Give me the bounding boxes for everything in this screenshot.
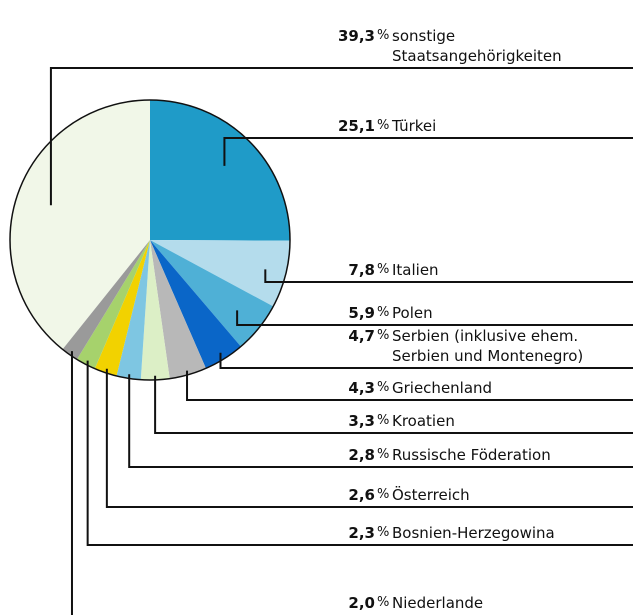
value-label: 4,3: [348, 379, 375, 397]
slice-label: 2,3% Bosnien-Herzegowina: [0, 523, 633, 543]
slice-label: 4,3% Griechenland: [0, 378, 633, 398]
unit-label: %: [377, 447, 390, 462]
category-label: Türkei: [392, 117, 437, 135]
category-label: Griechenland: [392, 379, 493, 397]
leader-line: [49, 67, 633, 206]
leader-line: [219, 352, 633, 369]
unit-label: %: [377, 262, 390, 277]
value-label: 4,7: [348, 327, 375, 345]
category-label: sonstige Staatsangehörigkeiten: [392, 27, 562, 65]
value-label: 25,1: [337, 117, 375, 135]
leader-line: [70, 351, 73, 615]
category-label: Niederlande: [392, 594, 484, 612]
value-label: 2,0: [348, 594, 375, 612]
pie-slice: [150, 240, 241, 369]
value-label: 7,8: [348, 261, 375, 279]
unit-label: %: [377, 118, 390, 133]
leader-line: [264, 269, 633, 283]
leader-line: [86, 360, 633, 546]
unit-label: %: [377, 525, 390, 540]
slice-label: 3,3% Kroatien: [0, 411, 633, 431]
pie-slice: [62, 240, 150, 360]
unit-label: %: [377, 28, 390, 43]
pie-slice: [140, 240, 170, 380]
leader-line: [128, 374, 633, 468]
pie-slice: [150, 240, 206, 379]
unit-label: %: [377, 380, 390, 395]
slice-label: 7,8% Italien: [0, 260, 633, 280]
category-label: Serbien (inklusive ehem. Serbien und Mon…: [392, 327, 584, 365]
value-label: 5,9: [348, 304, 375, 322]
pie-slice: [150, 240, 274, 347]
pie-slice: [76, 240, 150, 369]
pie-outline: [9, 99, 291, 381]
slice-label: 2,0% Niederlande: [0, 593, 633, 613]
value-label: 2,6: [348, 486, 375, 504]
category-label: Russische Föderation: [392, 446, 551, 464]
pie-slice: [150, 100, 290, 241]
slice-label: 2,6% Österreich: [0, 485, 633, 505]
slice-label: 25,1% Türkei: [0, 116, 633, 136]
category-label: Polen: [392, 304, 433, 322]
leader-line: [186, 370, 633, 401]
unit-label: %: [377, 595, 390, 610]
value-label: 2,3: [348, 524, 375, 542]
pie-slice: [150, 240, 290, 307]
pie-slice: [94, 240, 150, 376]
category-label: Österreich: [392, 486, 470, 504]
slice-label: 4,7% Serbien (inklusive ehem. Serbien und…: [0, 326, 633, 366]
leader-line: [236, 310, 633, 326]
unit-label: %: [377, 413, 390, 428]
leader-line: [154, 375, 633, 434]
category-label: Bosnien-Herzegowina: [392, 524, 555, 542]
value-label: 39,3: [337, 27, 375, 45]
value-label: 2,8: [348, 446, 375, 464]
pie-slice: [116, 240, 150, 380]
slice-label: 5,9% Polen: [0, 303, 633, 323]
leader-line: [105, 368, 633, 508]
slice-label: 2,8% Russische Föderation: [0, 445, 633, 465]
category-label: Kroatien: [392, 412, 455, 430]
unit-label: %: [377, 487, 390, 502]
leader-line: [223, 137, 633, 166]
unit-label: %: [377, 328, 390, 343]
unit-label: %: [377, 305, 390, 320]
category-label: Italien: [392, 261, 439, 279]
value-label: 3,3: [348, 412, 375, 430]
slice-label: 39,3% sonstige Staatsangehörigkeiten: [0, 26, 633, 66]
pie-slice: [9, 99, 151, 350]
